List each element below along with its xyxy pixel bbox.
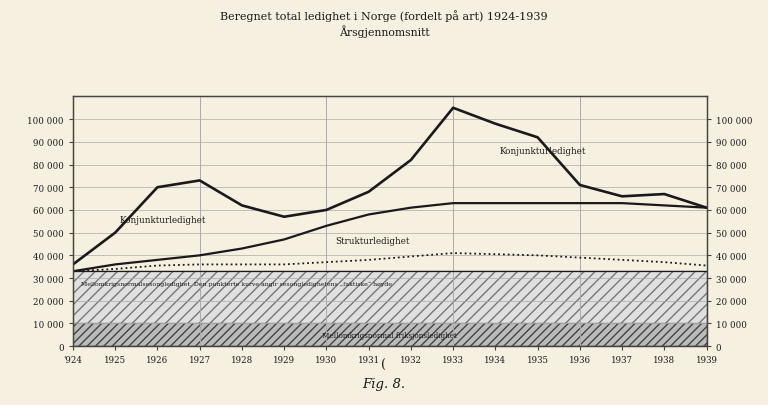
Text: Konjunkturledighet: Konjunkturledighet (500, 147, 586, 156)
Text: Strukturledighet: Strukturledighet (335, 237, 409, 245)
Text: Fig. 8.: Fig. 8. (362, 377, 406, 390)
Text: Årsgjennomsnitt: Årsgjennomsnitt (339, 25, 429, 38)
Text: Konjunkturledighet: Konjunkturledighet (120, 215, 206, 224)
Text: (: ( (382, 358, 386, 371)
Text: Beregnet total ledighet i Norge (fordelt på art) 1924-1939: Beregnet total ledighet i Norge (fordelt… (220, 10, 548, 22)
Text: Mellomkrigsnormalsesongledighet. Den punkterte kurve angir sesongledighetens „fa: Mellomkrigsnormalsesongledighet. Den pun… (81, 281, 392, 287)
Text: Mellomkrigsnormal friksjonsledighet: Mellomkrigsnormal friksjonsledighet (323, 331, 457, 339)
